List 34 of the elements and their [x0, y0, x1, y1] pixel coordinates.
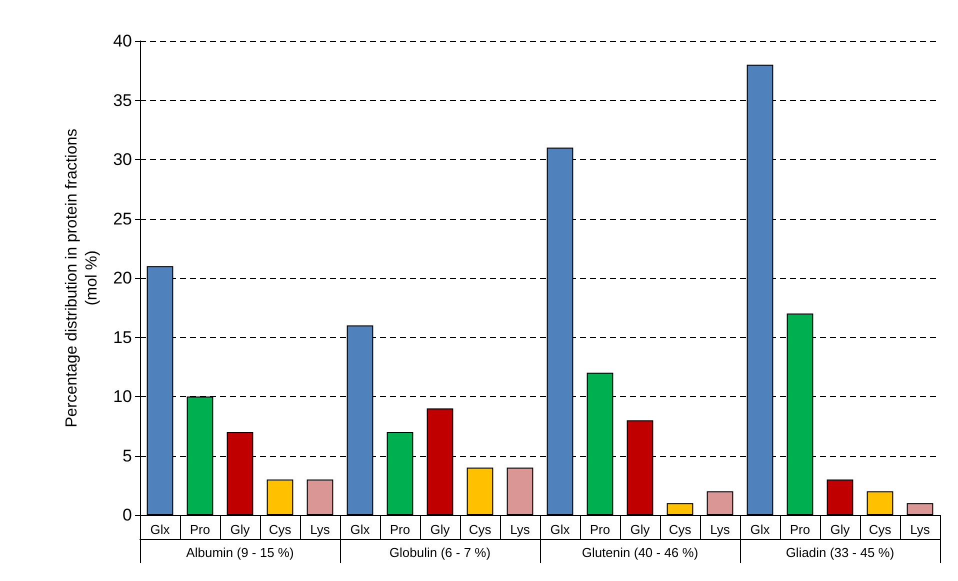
x-tick-label: Glx — [150, 522, 170, 537]
x-tick-label: Gly — [230, 522, 250, 537]
x-tick-label: Pro — [790, 522, 810, 537]
x-tick-label: Cys — [268, 522, 292, 537]
y-tick-label: 0 — [122, 506, 132, 524]
x-tick-label: Gly — [430, 522, 450, 537]
x-tick-label: Glx — [350, 522, 370, 537]
x-tick-label: Lys — [710, 522, 730, 537]
text: Globulin (6 - 7 %) — [389, 545, 491, 560]
x-tick-label: Glx — [550, 522, 570, 537]
x-tick-label: Pro — [190, 522, 210, 537]
text: Gliadin (33 - 45 %) — [786, 545, 894, 560]
y-tick-label: 30 — [113, 150, 132, 169]
x-tick-label: Pro — [590, 522, 610, 537]
x-tick-label: Cys — [668, 522, 692, 537]
x-tick-label: Lys — [510, 522, 530, 537]
y-axis-title: Percentage distribution in protein fractions (mol %) — [64, 128, 100, 428]
y-tick-label: 25 — [113, 209, 132, 228]
x-tick-label: Gly — [630, 522, 650, 537]
x-tick-label: Gly — [830, 522, 850, 537]
x-tick-label: Cys — [468, 522, 492, 537]
y-tick-label: 15 — [113, 328, 132, 347]
text: Albumin (9 - 15 %) — [186, 545, 294, 560]
y-tick-label: 35 — [113, 90, 132, 110]
y-tick-label: 10 — [113, 387, 132, 406]
y-tick-label: 20 — [113, 268, 132, 288]
y-tick-label: 5 — [122, 446, 132, 466]
x-tick-label: Pro — [390, 522, 410, 537]
x-tick-label: Glx — [750, 522, 770, 537]
x-tick-label: Lys — [910, 522, 930, 537]
x-tick-label: Cys — [868, 522, 892, 537]
y-tick-label: 40 — [113, 32, 132, 50]
text: Glutenin (40 - 46 %) — [582, 545, 698, 560]
x-tick-label: Lys — [310, 522, 330, 537]
